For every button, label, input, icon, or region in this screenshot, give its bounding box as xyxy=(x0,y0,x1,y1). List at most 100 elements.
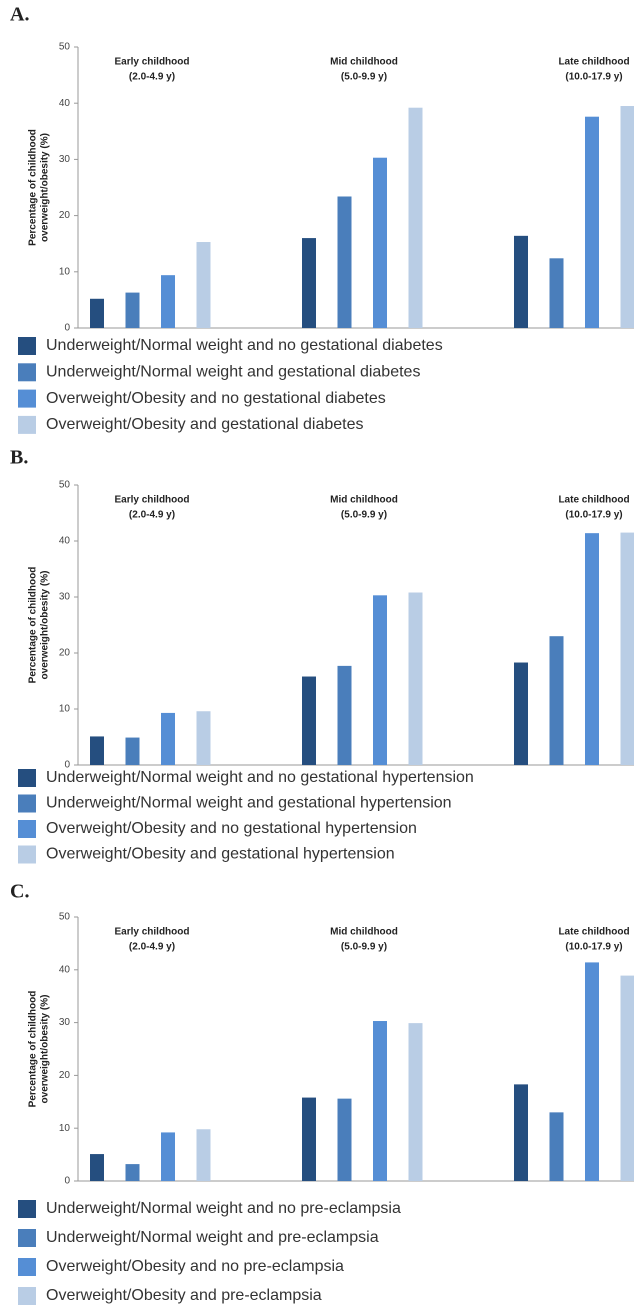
y-axis-label: overweight/obesity (%) xyxy=(40,133,51,242)
legend-swatch xyxy=(18,1229,36,1247)
y-tick-label: 20 xyxy=(59,210,71,221)
legend-label: Overweight/Obesity and gestational hyper… xyxy=(46,846,395,863)
bar xyxy=(585,116,599,328)
bar xyxy=(549,1112,564,1181)
category-label: (5.0-9.9 y) xyxy=(341,942,387,953)
legend-label: Underweight/Normal weight and no pre-ecl… xyxy=(46,1200,401,1217)
category-label: Early childhood xyxy=(114,927,189,938)
y-tick-label: 50 xyxy=(59,912,71,923)
bar xyxy=(408,1023,423,1181)
category-label: (2.0-4.9 y) xyxy=(129,510,175,521)
y-axis-label: overweight/obesity (%) xyxy=(40,995,51,1104)
category-label: Late childhood xyxy=(558,495,629,506)
y-tick-label: 30 xyxy=(59,592,71,603)
legend-swatch xyxy=(18,794,36,813)
bar xyxy=(549,636,564,765)
legend-swatch xyxy=(18,1258,36,1276)
y-tick-label: 0 xyxy=(64,1176,70,1187)
bar xyxy=(373,595,387,765)
bar xyxy=(373,1021,387,1181)
category-label: Mid childhood xyxy=(330,57,398,68)
legend-label: Underweight/Normal weight and gestationa… xyxy=(46,364,420,381)
bar xyxy=(514,662,528,765)
y-tick-label: 50 xyxy=(59,480,71,491)
y-tick-label: 20 xyxy=(59,1070,71,1081)
bar xyxy=(620,106,634,328)
y-tick-label: 40 xyxy=(59,964,71,975)
legend-label: Underweight/Normal weight and no gestati… xyxy=(46,337,443,354)
legend-label: Overweight/Obesity and pre-eclampsia xyxy=(46,1287,322,1304)
bar xyxy=(161,712,175,765)
y-tick-label: 20 xyxy=(59,648,71,659)
bar xyxy=(373,157,387,328)
category-label: Mid childhood xyxy=(330,927,398,938)
y-tick-label: 10 xyxy=(59,1123,71,1134)
bar xyxy=(196,1129,211,1181)
category-label: Late childhood xyxy=(558,57,629,68)
panel-label: C. xyxy=(10,881,29,903)
category-label: Late childhood xyxy=(558,927,629,938)
y-tick-label: 30 xyxy=(59,154,71,165)
bar xyxy=(90,1154,104,1181)
bar xyxy=(125,292,140,328)
bar xyxy=(302,238,316,328)
legend-swatch xyxy=(18,1287,36,1305)
legend-swatch xyxy=(18,845,36,864)
bar xyxy=(620,532,634,765)
bar xyxy=(337,1098,352,1181)
bar xyxy=(196,242,211,328)
y-tick-label: 0 xyxy=(64,760,70,771)
bar xyxy=(90,298,104,328)
legend-label: Overweight/Obesity and no pre-eclampsia xyxy=(46,1258,344,1275)
y-tick-label: 40 xyxy=(59,536,71,547)
bar xyxy=(302,1097,316,1181)
panel-label: B. xyxy=(10,447,28,469)
category-label: Early childhood xyxy=(114,495,189,506)
y-tick-label: 50 xyxy=(59,42,71,53)
category-label: Early childhood xyxy=(114,57,189,68)
bar xyxy=(620,975,634,1181)
legend-swatch xyxy=(18,363,36,382)
y-axis-label: Percentage of childhood xyxy=(28,129,39,246)
legend-swatch xyxy=(18,337,36,355)
category-label: (5.0-9.9 y) xyxy=(341,510,387,521)
bar xyxy=(585,533,599,765)
category-label: (5.0-9.9 y) xyxy=(341,72,387,83)
bar xyxy=(585,962,599,1181)
bar xyxy=(549,258,564,328)
category-label: Mid childhood xyxy=(330,495,398,506)
legend-swatch xyxy=(18,820,36,838)
y-tick-label: 10 xyxy=(59,704,71,715)
legend-swatch xyxy=(18,389,36,408)
legend-swatch xyxy=(18,1200,36,1218)
category-label: (2.0-4.9 y) xyxy=(129,72,175,83)
y-tick-label: 10 xyxy=(59,266,71,277)
y-tick-label: 40 xyxy=(59,98,71,109)
legend-label: Underweight/Normal weight and pre-eclamp… xyxy=(46,1229,379,1246)
category-label: (10.0-17.9 y) xyxy=(565,510,622,521)
legend-label: Overweight/Obesity and no gestational di… xyxy=(46,390,386,407)
legend-label: Overweight/Obesity and gestational diabe… xyxy=(46,416,364,433)
legend-label: Overweight/Obesity and no gestational hy… xyxy=(46,820,417,837)
category-label: (2.0-4.9 y) xyxy=(129,942,175,953)
bar xyxy=(125,1164,140,1181)
bar xyxy=(196,711,211,765)
y-tick-label: 30 xyxy=(59,1017,71,1028)
bar xyxy=(337,665,352,765)
bar xyxy=(161,275,175,328)
category-label: (10.0-17.9 y) xyxy=(565,942,622,953)
category-label: (10.0-17.9 y) xyxy=(565,72,622,83)
bar xyxy=(514,235,528,328)
y-tick-label: 0 xyxy=(64,323,70,334)
bar xyxy=(337,196,352,328)
legend-label: Underweight/Normal weight and gestationa… xyxy=(46,795,452,812)
legend-swatch xyxy=(18,415,36,434)
panel-label: A. xyxy=(10,4,29,26)
bar xyxy=(302,676,316,765)
bar xyxy=(514,1084,528,1181)
y-axis-label: Percentage of childhood xyxy=(28,567,39,684)
y-axis-label: Percentage of childhood xyxy=(28,991,39,1108)
legend-label: Underweight/Normal weight and no gestati… xyxy=(46,769,474,786)
y-axis-label: overweight/obesity (%) xyxy=(40,571,51,680)
